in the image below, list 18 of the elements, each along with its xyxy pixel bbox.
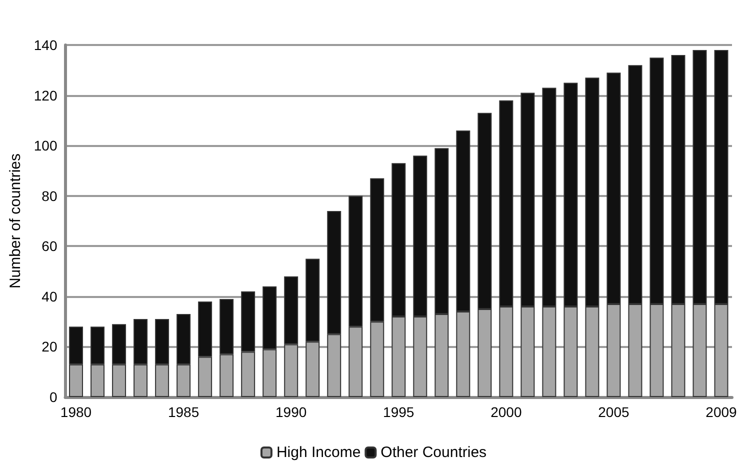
x-tick-label: 1995 (383, 404, 414, 420)
y-tick-label: 60 (42, 238, 58, 254)
x-tick-label: 1980 (60, 404, 92, 420)
y-tick-label: 120 (34, 87, 58, 104)
x-tick-label: 2009 (706, 404, 738, 420)
y-tick-label: 140 (34, 37, 58, 53)
x-tick-label: 1990 (276, 404, 307, 420)
x-tick-label: 1985 (168, 404, 200, 420)
legend-label: Other Countries (380, 444, 487, 461)
x-tick-label: 2000 (490, 404, 522, 420)
y-tick-label: 40 (42, 288, 58, 304)
legend-label: High Income (276, 444, 361, 461)
y-tick-label: 0 (49, 389, 58, 405)
y-tick-label: 80 (42, 188, 58, 204)
x-tick-label: 2005 (598, 404, 630, 420)
y-tick-label: 20 (42, 338, 58, 355)
y-tick-label: 100 (34, 138, 58, 154)
y-axis-title: Number of countries (7, 153, 24, 289)
